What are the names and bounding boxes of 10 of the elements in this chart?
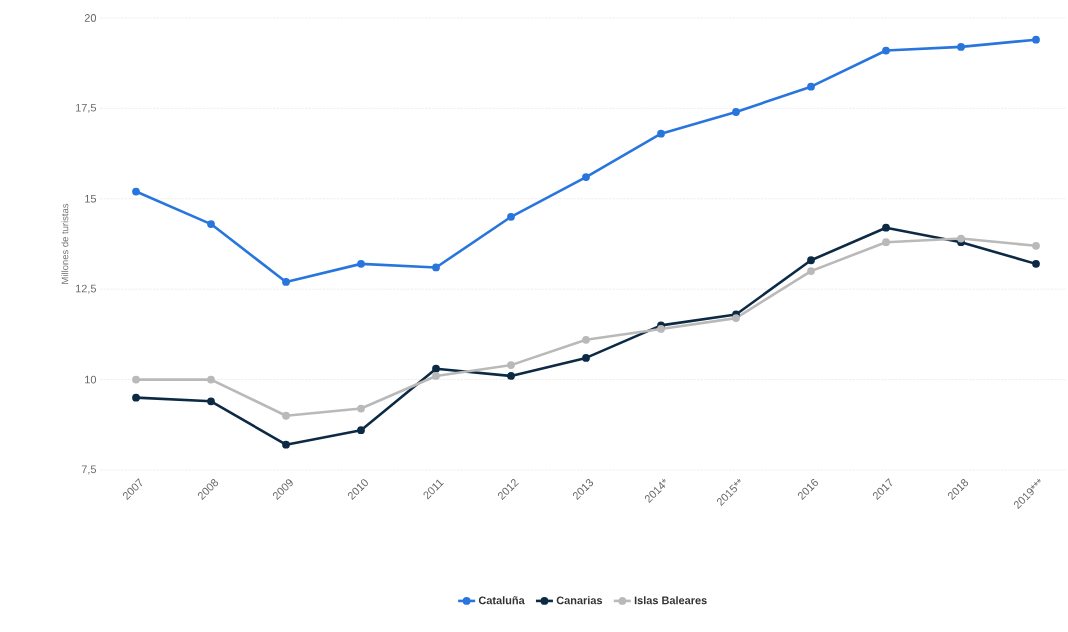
y-axis-title: Millones de turistas [61, 203, 69, 284]
y-tick-label: 20 [84, 14, 97, 22]
y-tick-label: 17,5 [75, 103, 97, 113]
legend-label: Cataluña [478, 596, 525, 605]
legend-label: Islas Baleares [634, 596, 707, 605]
legend-label: Canarias [556, 596, 603, 605]
y-tick-label: 15 [85, 194, 97, 203]
y-tick-label: 12,5 [75, 284, 97, 294]
y-tick-label: 7,5 [81, 465, 97, 475]
y-tick-label: 10 [85, 375, 97, 384]
